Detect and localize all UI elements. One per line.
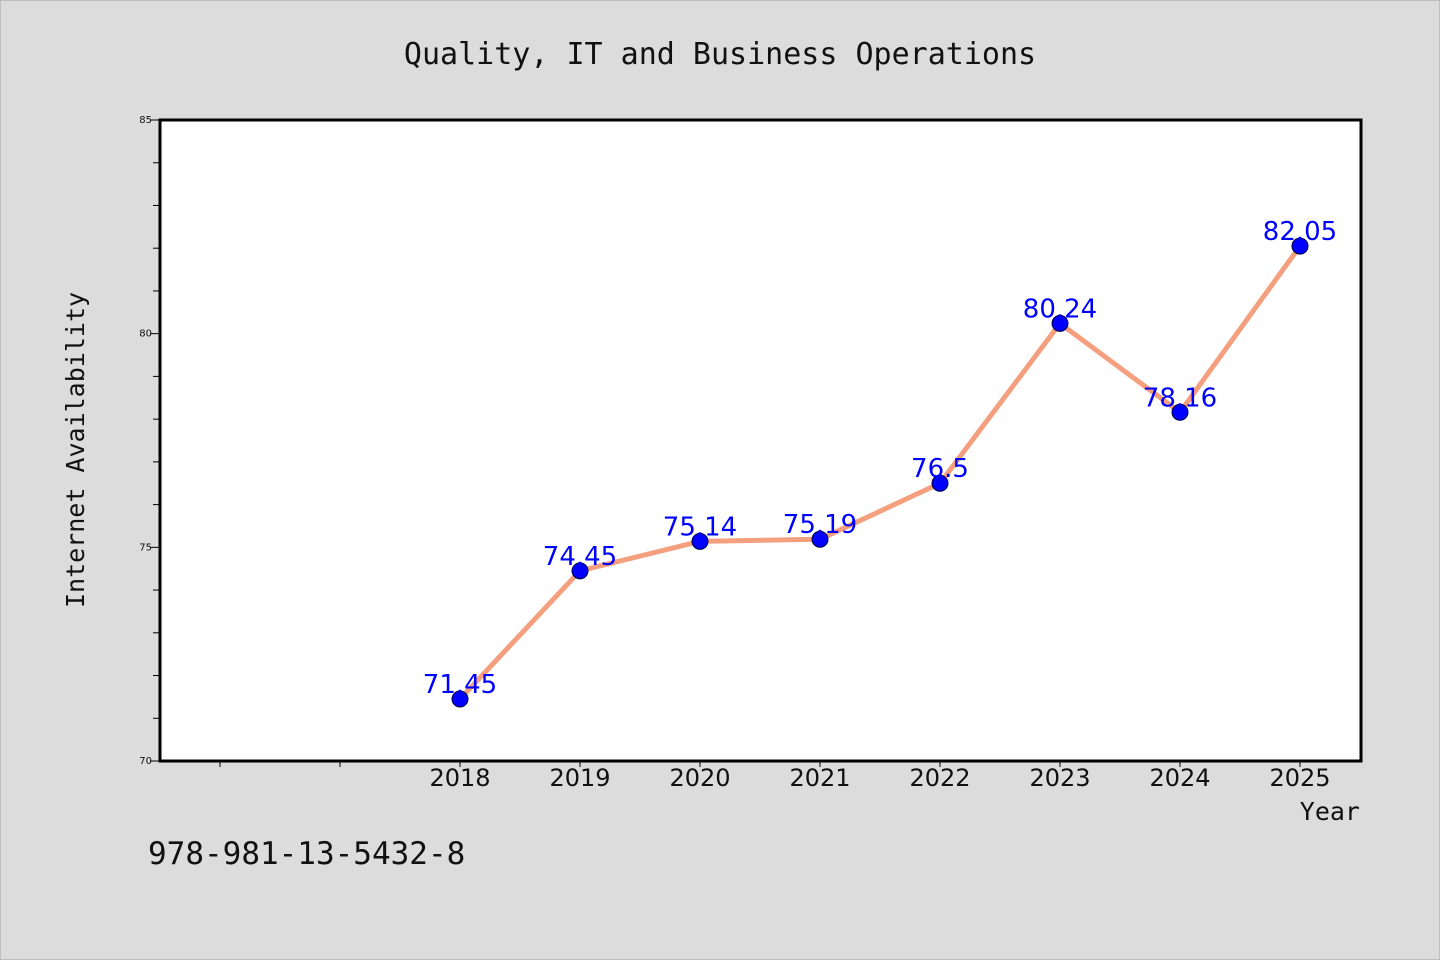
y-tick-label: 85: [139, 115, 152, 126]
data-point: [1051, 314, 1069, 332]
chart-title: Quality, IT and Business Operations: [404, 37, 1036, 72]
data-point: [811, 530, 829, 548]
y-tick-label: 80: [139, 329, 152, 340]
x-tick-label: 2024: [1149, 764, 1210, 792]
y-axis-label: Internet Availability: [61, 292, 90, 608]
data-label: 75.14: [663, 512, 737, 542]
series-layer: 71.45 74.45 75.14 75.19 76.5 80.24 78.16 82.05: [423, 217, 1337, 708]
x-axis-ticks: 2018 2019 2020 2021 2022 2023 2024 2025: [219, 761, 1331, 792]
data-label: 80.24: [1023, 294, 1097, 324]
data-point: [1171, 403, 1189, 421]
x-tick-label: 2020: [669, 764, 730, 792]
x-tick-label: 2021: [789, 764, 850, 792]
data-point: [691, 532, 709, 550]
x-tick-label: 2019: [549, 764, 610, 792]
footer-isbn: 978-981-13-5432-8: [148, 836, 465, 872]
data-label: 76.5: [911, 454, 969, 484]
x-axis-label: Year: [1300, 797, 1360, 826]
data-label: 75.19: [783, 510, 857, 540]
data-point: [931, 474, 949, 492]
data-point: [571, 562, 589, 580]
x-tick-label: 2025: [1269, 764, 1330, 792]
x-tick-label: 2018: [429, 764, 490, 792]
data-label: 74.45: [543, 542, 617, 572]
data-label: 71.45: [423, 670, 497, 700]
x-tick-label: 2023: [1029, 764, 1090, 792]
y-axis-ticks: 70 75 80 85: [139, 115, 160, 767]
y-tick-label: 70: [139, 756, 152, 767]
data-label: 78.16: [1143, 383, 1217, 413]
y-tick-label: 75: [139, 542, 152, 553]
x-tick-label: 2022: [909, 764, 970, 792]
data-label: 82.05: [1263, 217, 1337, 247]
data-point: [1291, 237, 1309, 255]
data-point: [451, 690, 469, 708]
series-line: [457, 243, 1303, 702]
plot-area: [158, 118, 1363, 763]
